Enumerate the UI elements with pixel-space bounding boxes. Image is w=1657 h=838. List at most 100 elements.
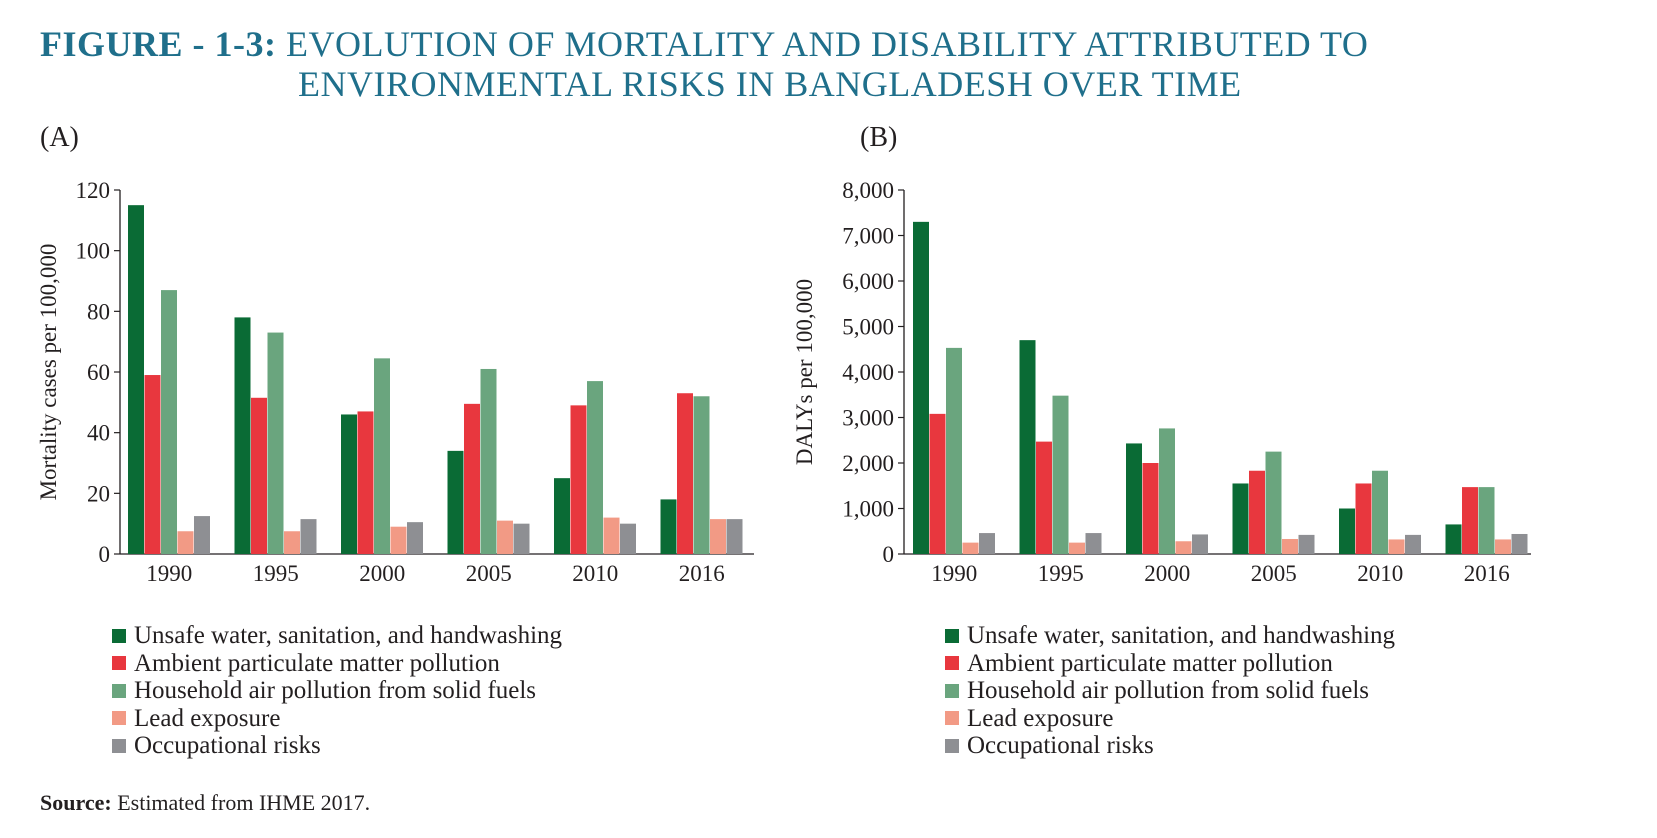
bar (1388, 539, 1405, 554)
y-tick-label: 0 (883, 542, 895, 567)
legend-item: Household air pollution from solid fuels (112, 677, 562, 705)
figure-label: FIGURE - 1-3: (40, 24, 277, 64)
bar (177, 531, 194, 554)
legend-item: Lead exposure (112, 705, 562, 733)
x-tick-label: 1990 (146, 561, 192, 586)
bar (300, 519, 317, 554)
legend-item: Household air pollution from solid fuels (945, 677, 1395, 705)
legend-swatch (945, 656, 959, 671)
legend-swatch (112, 711, 126, 726)
bar (1069, 542, 1085, 554)
legend-swatch (945, 683, 959, 698)
source-text: Estimated from IHME 2017. (117, 790, 371, 815)
bar (513, 523, 530, 554)
bar (570, 405, 587, 554)
legend-swatch (945, 711, 959, 726)
legend-label: Occupational risks (134, 732, 321, 759)
bar (1282, 538, 1298, 554)
x-tick-label: 2016 (679, 561, 725, 586)
chart-b: 0 1,000 2,000 3,000 4,000 5,000 6,000 7,000 8,00… (792, 178, 1531, 586)
bar (267, 332, 284, 554)
legend-label: Lead exposure (967, 704, 1114, 732)
y-tick-label: 1,000 (842, 497, 894, 522)
legend-item: Occupational risks (112, 732, 562, 760)
y-tick-label: 8,000 (842, 178, 894, 203)
y-tick-label: 6,000 (842, 269, 894, 294)
y-tick-label: 40 (87, 421, 110, 446)
bar (357, 411, 374, 554)
bar (587, 381, 603, 554)
bar (1462, 487, 1478, 554)
bar (620, 523, 636, 554)
legend-label: Ambient particulate matter pollution (134, 649, 500, 677)
legend-swatch (945, 628, 959, 643)
legend-item: Ambient particulate matter pollution (112, 650, 562, 678)
legend-label: Unsafe water, sanitation, and handwashin… (134, 622, 563, 649)
legend-a: Unsafe water, sanitation, and handwashin… (112, 622, 562, 760)
bar (1036, 441, 1052, 554)
x-tick-label: 2005 (466, 561, 512, 586)
legend-b: Unsafe water, sanitation, and handwashin… (945, 622, 1395, 760)
legend-label: Lead exposure (134, 704, 281, 732)
bar (1159, 428, 1175, 554)
legend-item: Unsafe water, sanitation, and handwashin… (945, 622, 1395, 650)
legend-item: Lead exposure (945, 705, 1395, 733)
bar (1052, 395, 1069, 554)
bar (1445, 524, 1462, 554)
bar (390, 526, 407, 554)
bar (603, 517, 620, 554)
bar (693, 396, 710, 554)
legend-swatch (112, 683, 126, 698)
legend-label: Household air pollution from solid fuels (134, 677, 537, 704)
y-tick-label: 3,000 (842, 406, 894, 431)
y-tick-label: 80 (87, 299, 110, 324)
bar (341, 414, 357, 554)
chart-a: 0 20 40 60 80 100 120 Mortality cases per 100,0… (36, 178, 754, 586)
x-tick-label: 1995 (253, 561, 299, 586)
legend-swatch (112, 628, 126, 643)
bar (194, 516, 210, 554)
bar (144, 375, 161, 554)
bar (447, 450, 464, 554)
legend-swatch (945, 738, 959, 753)
bar (1339, 508, 1355, 554)
bar (161, 290, 177, 554)
bar (251, 397, 267, 554)
bar (1175, 541, 1192, 554)
bar (407, 522, 423, 554)
y-tick-label: 120 (76, 178, 111, 203)
x-tick-label: 2000 (359, 561, 405, 586)
bar (913, 221, 929, 554)
bar (1249, 470, 1265, 554)
bar (962, 542, 979, 554)
bar (1265, 451, 1282, 554)
bar (554, 478, 570, 554)
bar (1372, 470, 1388, 554)
x-tick-label: 2010 (572, 561, 618, 586)
legend-label: Household air pollution from solid fuels (967, 677, 1370, 704)
y-tick-label: 20 (87, 481, 110, 506)
source-label: Source: (40, 790, 112, 815)
x-tick-label: 1990 (931, 561, 977, 586)
y-tick-label: 60 (87, 360, 110, 385)
legend-item: Unsafe water, sanitation, and handwashin… (112, 622, 562, 650)
panel-label-a: (A) (40, 122, 79, 153)
bar (1355, 483, 1372, 554)
bar (1405, 534, 1421, 554)
y-tick-label: 2,000 (842, 451, 894, 476)
x-tick-label: 2016 (1464, 561, 1510, 586)
bar (710, 519, 726, 554)
bar (1142, 463, 1159, 554)
x-tick-label: 2010 (1357, 561, 1403, 586)
bar (677, 393, 693, 554)
bar (660, 499, 677, 554)
bar (929, 413, 946, 554)
legend-swatch (112, 738, 126, 753)
legend-label: Unsafe water, sanitation, and handwashin… (967, 622, 1396, 649)
x-tick-label: 1995 (1038, 561, 1084, 586)
figure-title-text-1: EVOLUTION OF MORTALITY AND DISABILITY AT… (285, 24, 1369, 64)
bar (480, 368, 497, 554)
source-note: Source: Estimated from IHME 2017. (40, 790, 370, 816)
bar (284, 531, 300, 554)
legend-swatch (112, 656, 126, 671)
